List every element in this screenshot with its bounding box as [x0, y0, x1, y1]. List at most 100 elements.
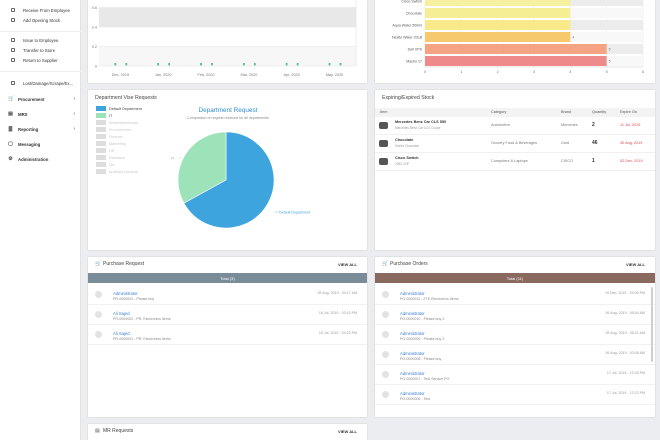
legend-swatch — [96, 155, 106, 160]
request-author[interactable]: Administrator — [400, 291, 425, 296]
avatar — [382, 291, 389, 298]
pie-legend-item[interactable]: Marketing — [96, 141, 126, 146]
pie-subtitle: Comparison of request received for all d… — [187, 116, 269, 120]
table-row[interactable]: Chocolate Sweet Chocolate Grocery Food & B… — [375, 135, 655, 153]
pie-slice-default-department[interactable] — [183, 131, 275, 229]
purchase-orders-view-all[interactable]: VIEW ALL — [626, 261, 645, 267]
sidebar-item-receive[interactable]: Receive From Employee — [0, 5, 81, 15]
pie-legend-item[interactable]: IT — [96, 113, 112, 118]
list-item[interactable]: Ali Sajed PR-0000001 - PR: Electronics It… — [88, 327, 367, 345]
category-label: Nestle Water 20LB — [392, 36, 423, 40]
col-category: Category — [491, 110, 507, 114]
sidebar-item-reporting[interactable]: ▓ Reporting › — [0, 124, 81, 134]
mr-requests-view-all[interactable]: VIEW ALL — [338, 428, 357, 434]
stock-item-expire: 02 Dec, 2019 — [620, 159, 643, 163]
expiring-stock-card: Expiring/Expired Stock Item Category Bra… — [375, 90, 655, 250]
request-author[interactable]: Administrator — [113, 291, 138, 296]
category-label: Cisco Switch — [401, 0, 422, 4]
purchase-request-title: Purchase Request — [103, 261, 145, 267]
pie-legend-item[interactable]: Research — [96, 155, 125, 160]
sidebar-item-procurement[interactable]: 🛒 Procurement › — [0, 94, 81, 104]
purchase-orders-header: 🛒 Purchase Orders VIEW ALL — [375, 257, 655, 271]
list-item[interactable]: Administrator PO-0000006 - Test 17 Jul, 20… — [375, 387, 655, 405]
stock-table-header: Item Category Brand Quantity Expire On — [375, 108, 655, 117]
stock-item-category: Automotive — [491, 123, 510, 127]
x-tick-label: Apr, 2020 — [284, 73, 300, 77]
sidebar-item-transfer[interactable]: Transfer to Store — [0, 45, 81, 55]
request-author[interactable]: Ali Sajed — [113, 311, 130, 316]
line-point-b — [296, 63, 299, 66]
stock-item-expire: 11 Jul, 2019 — [620, 123, 641, 127]
list-item[interactable]: Administrator PO-0000008 - Please buy 09 A… — [375, 347, 655, 365]
sidebar-divider — [0, 71, 81, 72]
request-author[interactable]: Administrator — [400, 351, 425, 356]
sidebar-item-add-stock[interactable]: Add Opening Stock — [0, 15, 81, 25]
x-tick-label: Jan, 2020 — [155, 73, 172, 77]
pie-legend-item[interactable]: Ancillary General — [96, 169, 138, 174]
sidebar-item-messaging[interactable]: ▢ Messaging — [0, 139, 81, 149]
sidebar-item-label: Procurement — [18, 96, 45, 102]
purchase-request-card: 🛒 Purchase Request VIEW ALL Total (3) Ad… — [88, 257, 367, 417]
sidebar-item-mrs[interactable]: ▤ MRS › — [0, 109, 81, 119]
pie-legend-item[interactable]: Finance — [96, 134, 123, 139]
avatar — [95, 331, 102, 338]
legend-label: Ancillary General — [109, 169, 138, 174]
legend-swatch — [96, 134, 106, 139]
stock-item-qty: 46 — [592, 140, 598, 146]
pie-legend-item[interactable]: HR — [96, 148, 114, 153]
legend-swatch — [96, 148, 106, 153]
divider — [375, 304, 655, 305]
list-item[interactable]: Administrator PO-0000010 - Please buy 2 09… — [375, 307, 655, 325]
x-tick-label: Mar, 2020 — [240, 73, 257, 77]
request-date: 17 Jul, 2019 - 12:23 PM — [606, 391, 645, 395]
x-tick-label: 2 — [497, 70, 499, 74]
list-item[interactable]: Administrator PO-0000009 - Please buy 2 09… — [375, 327, 655, 345]
cart-icon: 🛒 — [95, 261, 102, 267]
request-description: PR-0000003 - Please buy — [113, 297, 155, 301]
purchase-orders-scrollbar[interactable] — [651, 287, 653, 362]
request-date: 17 Jul, 2019 - 12:33 PM — [606, 371, 645, 375]
line-point-b — [125, 63, 128, 66]
sidebar-item-administration[interactable]: ⚙ Administration — [0, 154, 81, 164]
legend-label: Default Department — [109, 106, 142, 111]
avatar — [95, 291, 102, 298]
stock-item-desc: Mercedes Benz Car CLS Coupe — [395, 126, 441, 130]
request-author[interactable]: Administrator — [400, 391, 425, 396]
purchase-orders-total-bar: Total (11) — [375, 273, 655, 283]
list-item[interactable]: Administrator PO-0000011 - ZTE Electronic… — [375, 287, 655, 305]
sidebar: Receive From Employee Add Opening Stock Is… — [0, 0, 81, 440]
request-description: PR-0000001 - PR: Electronics Items — [113, 337, 171, 341]
request-date: 09 Aug, 2019 - 05:21 AM — [605, 331, 645, 335]
list-item[interactable]: Ali Sajed PR-0000002 - PR: Electronics It… — [88, 307, 367, 325]
line-point-a — [114, 63, 117, 66]
list-item[interactable]: Administrator PR-0000003 - Please buy 09 A… — [88, 287, 367, 305]
return-icon — [11, 58, 15, 62]
request-author[interactable]: Ali Sajed — [113, 331, 130, 336]
table-row[interactable]: Cisco Switch 2050-24P Computers & Laptops C… — [375, 153, 655, 171]
sidebar-item-lost[interactable]: Lost/Damage/Scrape/Ex... — [0, 78, 81, 88]
y-tick-label: 0 — [95, 64, 97, 68]
request-author[interactable]: Administrator — [400, 371, 425, 376]
pie-slice-it[interactable] — [177, 131, 227, 204]
legend-swatch — [96, 162, 106, 167]
request-author[interactable]: Administrator — [400, 331, 425, 336]
sidebar-item-return[interactable]: Return to Supplier — [0, 55, 81, 65]
request-description: PO-0000007 - Test Service PO — [400, 377, 450, 381]
grid-band — [99, 7, 356, 27]
request-author[interactable]: Administrator — [400, 311, 425, 316]
list-item[interactable]: Administrator PO-0000007 - Test Service P… — [375, 367, 655, 385]
stock-item-expire: 30 Aug, 2019 — [620, 141, 643, 145]
pie-legend-item[interactable]: Store/Warehouse — [96, 120, 138, 125]
table-row[interactable]: Mercedes Benz Car CLS 550 Mercedes Benz C… — [375, 117, 655, 135]
purchase-request-view-all[interactable]: VIEW ALL — [338, 261, 357, 267]
pie-legend-item[interactable]: Default Department — [96, 106, 142, 111]
sidebar-item-issue[interactable]: Issue to Employee — [0, 35, 81, 45]
pie-legend-item[interactable]: Procurement — [96, 127, 131, 132]
divider — [375, 384, 655, 385]
category-label: Chocolate — [406, 12, 422, 16]
request-description: PO-0000011 - ZTE Electronics Items — [400, 297, 459, 301]
pie-legend-item[interactable]: QA — [96, 162, 115, 167]
sidebar-item-label: Receive From Employee — [23, 7, 71, 13]
sidebar-item-label: Lost/Damage/Scrape/Ex... — [23, 80, 74, 86]
